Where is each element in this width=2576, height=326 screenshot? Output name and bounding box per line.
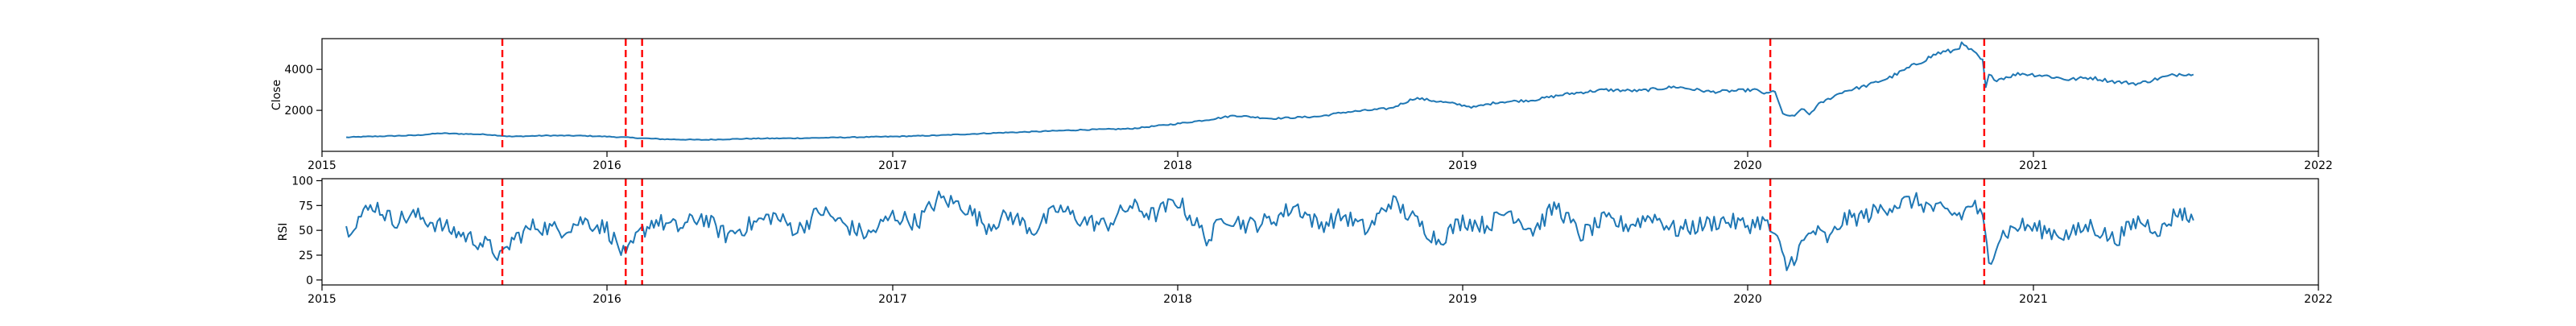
y-tick-label: 25	[299, 250, 313, 262]
x-tick-label: 2020	[1733, 159, 1762, 172]
x-tick-label: 2015	[308, 293, 336, 306]
y-tick-label: 2000	[284, 105, 313, 118]
y-tick-label: 100	[291, 175, 313, 188]
x-tick-label: 2021	[2019, 159, 2048, 172]
y-axis-label: RSI	[277, 223, 290, 241]
series-line-close	[346, 41, 2194, 141]
x-tick-label: 2022	[2304, 159, 2333, 172]
x-tick-label: 2022	[2304, 293, 2333, 306]
x-tick-label: 2016	[592, 293, 621, 306]
y-tick-label: 75	[299, 200, 313, 213]
x-tick-label: 2017	[878, 293, 907, 306]
y-tick-label: 0	[306, 274, 313, 287]
x-tick-label: 2019	[1448, 159, 1477, 172]
x-tick-label: 2021	[2019, 293, 2048, 306]
x-tick-label: 2018	[1163, 293, 1192, 306]
y-axis-label: Close	[270, 80, 283, 110]
x-tick-label: 2016	[592, 159, 621, 172]
plot-frame	[321, 178, 2319, 286]
plot-frame	[321, 38, 2319, 152]
x-tick-label: 2018	[1163, 159, 1192, 172]
x-tick-label: 2017	[878, 159, 907, 172]
series-line-rsi	[345, 190, 2194, 271]
x-tick-label: 2015	[308, 159, 336, 172]
x-tick-label: 2019	[1448, 293, 1477, 306]
y-tick-label: 4000	[284, 64, 313, 76]
y-tick-label: 50	[299, 225, 313, 237]
x-tick-label: 2020	[1733, 293, 1762, 306]
